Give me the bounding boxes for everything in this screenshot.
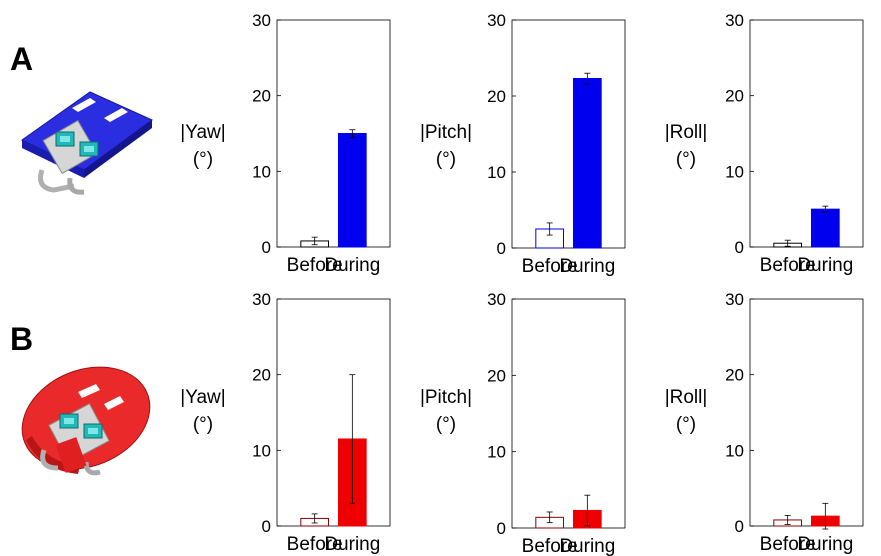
ylabel-unit: (°): [436, 149, 456, 170]
bar-during: [810, 208, 840, 248]
y-tick-label: 0: [735, 517, 744, 536]
ylabel-unit: (°): [193, 414, 213, 435]
y-tick-label: 0: [262, 238, 271, 257]
plot-frame: [276, 298, 391, 527]
y-axis-label: |Pitch| (°): [420, 122, 472, 170]
y-tick-label: 30: [487, 290, 506, 309]
category-label: Before: [287, 534, 343, 555]
category-label: Before: [522, 536, 578, 556]
ylabel-name: |Yaw|: [180, 122, 225, 143]
category-label: During: [797, 255, 853, 276]
category-label: During: [324, 534, 380, 555]
y-tick-label: 20: [725, 366, 744, 385]
y-tick-label: 10: [725, 441, 744, 460]
category-label: During: [797, 534, 853, 555]
y-axis-label: |Yaw| (°): [180, 122, 225, 170]
plot-frame: [749, 19, 864, 248]
y-tick-label: 10: [252, 441, 271, 460]
category-label: Before: [760, 255, 816, 276]
ylabel-name: |Roll|: [665, 387, 708, 408]
y-tick-label: 0: [262, 517, 271, 536]
y-tick-label: 30: [252, 290, 271, 309]
plot-frame: [276, 19, 391, 248]
ylabel-name: |Pitch|: [420, 387, 472, 408]
category-label: Before: [287, 255, 343, 276]
ylabel-unit: (°): [676, 414, 696, 435]
ylabel-unit: (°): [193, 149, 213, 170]
y-tick-label: 20: [252, 87, 271, 106]
y-tick-label: 20: [725, 87, 744, 106]
y-tick-label: 0: [497, 239, 506, 258]
plot-frame: [511, 298, 626, 529]
y-tick-label: 30: [725, 290, 744, 309]
category-label: During: [324, 255, 380, 276]
ylabel-name: |Pitch|: [420, 122, 472, 143]
robot-illustration-b: [21, 366, 151, 476]
bar-during: [337, 133, 367, 248]
y-axis-label: |Roll| (°): [665, 122, 708, 170]
category-label: Before: [760, 534, 816, 555]
panel-letter-a: A: [10, 41, 33, 77]
y-tick-label: 20: [252, 366, 271, 385]
y-tick-label: 10: [487, 163, 506, 182]
ylabel-unit: (°): [436, 414, 456, 435]
category-label: Before: [522, 256, 578, 277]
plot-frame: [511, 19, 626, 249]
robot-illustration-a: [21, 91, 153, 195]
y-tick-label: 10: [487, 443, 506, 462]
y-tick-label: 20: [487, 366, 506, 385]
y-axis-label: |Roll| (°): [665, 387, 708, 435]
plot-frame: [749, 298, 864, 527]
category-label: During: [559, 256, 615, 277]
bar-during: [572, 78, 602, 249]
ylabel-name: |Roll|: [665, 122, 708, 143]
y-tick-label: 30: [487, 11, 506, 30]
ylabel-unit: (°): [676, 149, 696, 170]
y-axis-label: |Yaw| (°): [180, 387, 225, 435]
y-tick-label: 0: [497, 519, 506, 538]
category-label: During: [559, 536, 615, 556]
y-tick-label: 20: [487, 87, 506, 106]
y-tick-label: 30: [252, 11, 271, 30]
ylabel-name: |Yaw|: [180, 387, 225, 408]
y-tick-label: 10: [725, 162, 744, 181]
panel-letter-b: B: [10, 321, 33, 357]
y-tick-label: 0: [735, 238, 744, 257]
y-tick-label: 10: [252, 162, 271, 181]
y-tick-label: 30: [725, 11, 744, 30]
y-axis-label: |Pitch| (°): [420, 387, 472, 435]
